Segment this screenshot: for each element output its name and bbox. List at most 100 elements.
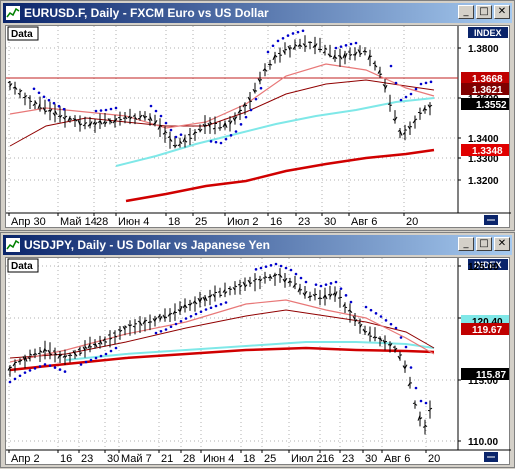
x-tick-label: 20 [428,453,440,464]
price-bar-open [218,128,220,129]
x-tick-label: Июн 4 [203,453,234,464]
x-tick-label: 25 [195,216,207,227]
x-tick-label: 30 [324,216,336,227]
parabolic-sar-dot [330,282,333,285]
usdjpy-window: USDJPY, Daily - US Dollar vs Japanese Ye… [0,232,515,468]
price-tag-label: 1.3348 [472,146,503,157]
price-bar-close [300,290,302,291]
price-bar-open [68,355,70,356]
price-bar-close [315,294,317,295]
price-bar-open [388,104,390,105]
parabolic-sar-dot [350,301,353,304]
price-bar-close [425,109,427,110]
parabolic-sar-dot [390,65,393,68]
parabolic-sar-dot [375,312,378,315]
price-tag-label: 1.3552 [476,100,507,111]
parabolic-sar-dot [245,116,248,119]
parabolic-sar-dot [195,313,198,316]
parabolic-sar-dot [175,136,178,139]
parabolic-sar-dot [54,366,57,369]
parabolic-sar-dot [292,32,295,35]
parabolic-sar-dot [58,105,61,108]
parabolic-sar-dot [215,141,218,144]
parabolic-sar-dot [38,92,41,95]
maximize-button[interactable]: □ [476,237,492,251]
usdjpy-chart-area[interactable]: DataINDEX125.00120.00115.00110.00120.401… [5,257,510,465]
parabolic-sar-dot [295,273,298,276]
parabolic-sar-dot [355,42,358,45]
parabolic-sar-dot [33,88,36,91]
parabolic-sar-dot [255,98,258,101]
close-button[interactable]: ✕ [494,237,510,251]
parabolic-sar-dot [425,402,428,405]
price-bar-close [370,56,372,57]
parabolic-sar-dot [325,283,328,286]
parabolic-sar-dot [265,265,268,268]
price-bar-open [148,322,150,323]
eurusd-titlebar[interactable]: EURUSD.F, Daily - FXCM Euro vs US Dollar… [3,3,512,23]
x-tick-label: 20 [406,216,418,227]
maximize-button[interactable]: □ [476,5,492,19]
parabolic-sar-dot [180,320,183,323]
parabolic-sar-dot [272,44,275,47]
x-tick-label: Июл 2 [291,453,323,464]
parabolic-sar-dot [365,306,368,309]
parabolic-sar-dot [175,323,178,326]
price-bar-open [93,344,95,345]
parabolic-sar-dot [340,287,343,290]
parabolic-sar-dot [430,81,433,84]
parabolic-sar-dot [260,267,263,270]
parabolic-sar-dot [302,30,305,33]
parabolic-sar-dot [260,87,263,90]
eurusd-chart-area[interactable]: DataINDEX1.38001.36001.34001.33001.32001… [5,25,510,228]
parabolic-sar-dot [420,400,423,403]
parabolic-sar-dot [200,310,203,313]
parabolic-sar-dot [250,109,253,112]
parabolic-sar-dot [19,374,22,377]
x-tick-label: 18 [243,453,255,464]
price-bar-close [255,91,257,92]
usdjpy-titlebar[interactable]: USDJPY, Daily - US Dollar vs Japanese Ye… [3,235,512,255]
parabolic-sar-dot [255,268,258,271]
price-bar-close [295,284,297,285]
eurusd-chart[interactable]: DataINDEX1.38001.36001.34001.33001.32001… [6,26,511,227]
x-tick-label: Май 14 [60,216,97,227]
x-tick-label: Июл 2 [227,216,259,227]
parabolic-sar-dot [320,285,323,288]
parabolic-sar-dot [415,88,418,91]
data-label: Data [11,29,33,40]
usdjpy-chart[interactable]: DataINDEX125.00120.00115.00110.00120.401… [6,258,511,464]
price-bar-close [10,367,12,368]
x-tick-label: Апр 2 [11,453,40,464]
parabolic-sar-dot [395,82,398,85]
parabolic-sar-dot [425,82,428,85]
parabolic-sar-dot [190,315,193,318]
price-tag-marker: ▲ [462,370,471,380]
parabolic-sar-dot [48,99,51,102]
close-button[interactable]: ✕ [494,5,510,19]
index-label: INDEX [474,28,502,38]
price-bar-close [40,108,42,109]
parabolic-sar-dot [215,305,218,308]
parabolic-sar-dot [43,96,46,99]
parabolic-sar-dot [59,368,62,371]
window-title: USDJPY, Daily - US Dollar vs Japanese Ye… [24,238,270,252]
parabolic-sar-dot [14,378,17,381]
parabolic-sar-dot [345,294,348,297]
parabolic-sar-dot [100,109,103,112]
parabolic-sar-dot [170,325,173,328]
parabolic-sar-dot [180,133,183,136]
chart-icon [5,237,21,253]
parabolic-sar-dot [39,365,42,368]
parabolic-sar-dot [210,306,213,309]
parabolic-sar-dot [90,359,93,362]
price-tag-marker: ▼ [462,100,471,110]
parabolic-sar-dot [267,51,270,54]
parabolic-sar-dot [44,363,47,366]
parabolic-sar-dot [95,357,98,360]
parabolic-sar-dot [400,99,403,102]
minimize-button[interactable]: _ [458,5,474,19]
minimize-button[interactable]: _ [458,237,474,251]
parabolic-sar-dot [315,283,318,286]
x-tick-label: 16 [60,453,72,464]
